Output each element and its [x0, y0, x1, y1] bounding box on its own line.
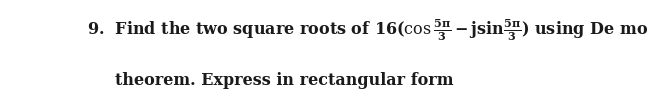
Text: 9.  Find the two square roots of $\mathbf{16(\cos\frac{5\pi}{3} - jsin\frac{5\pi: 9. Find the two square roots of $\mathbf… — [87, 17, 647, 43]
Text: theorem. Express in rectangular form: theorem. Express in rectangular form — [115, 71, 454, 88]
